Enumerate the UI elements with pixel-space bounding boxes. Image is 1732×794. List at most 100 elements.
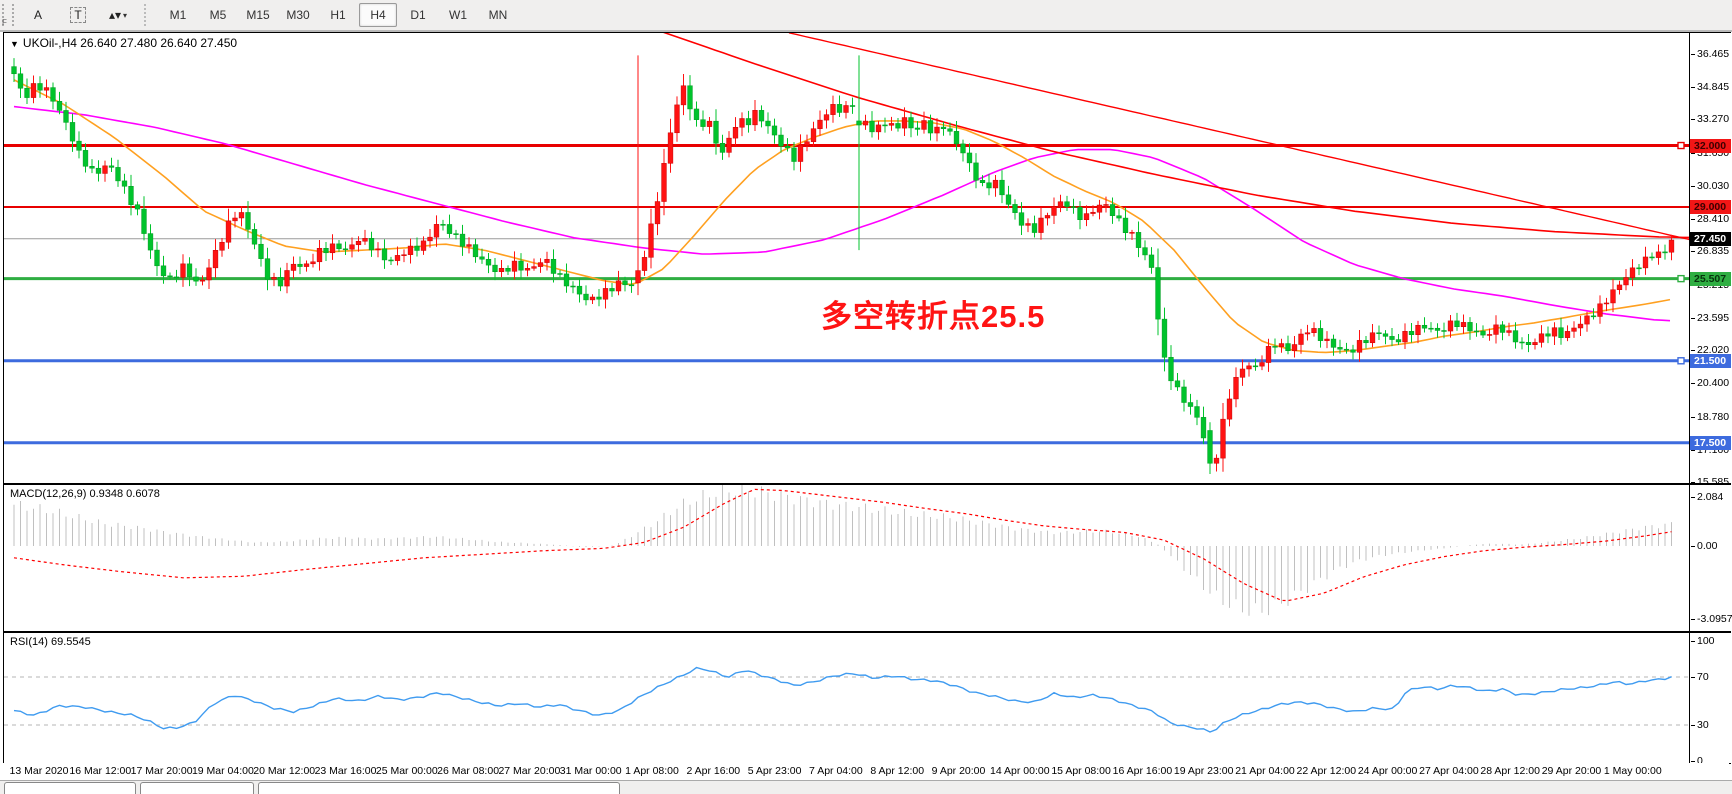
date-label: 13 Mar 2020: [9, 765, 69, 777]
price-tag-32.000: 32.000: [1690, 138, 1731, 153]
date-label: 14 Apr 00:00: [990, 765, 1050, 777]
candle-body: [1623, 277, 1629, 286]
timeframe-button-h1[interactable]: H1: [330, 8, 346, 22]
indicator-arrows-icon: ▴▾: [108, 8, 122, 22]
timeframe-button-m5[interactable]: M5: [209, 8, 227, 22]
candle-body: [1343, 348, 1350, 351]
candle-body: [206, 267, 212, 281]
candle-body: [1272, 346, 1278, 348]
candle-body: [862, 120, 869, 126]
timeframe-button-mn[interactable]: MN: [488, 8, 508, 22]
candle-body: [37, 83, 43, 91]
candle-body: [1200, 417, 1207, 439]
candle-body: [394, 255, 401, 261]
chart-tab[interactable]: [4, 782, 136, 794]
candle-body: [297, 263, 303, 267]
price-axis[interactable]: 36.465 34.845 33.270 31.650 30.030 28.410 26.8…: [1689, 33, 1731, 488]
candle-body: [1220, 418, 1226, 459]
candle-body: [791, 147, 797, 162]
candle-body: [823, 114, 830, 121]
date-label: 8 Apr 12:00: [870, 765, 925, 777]
candle-body: [271, 277, 277, 280]
candle-body: [1512, 330, 1519, 343]
candle-body: [583, 293, 589, 301]
date-label: 22 Apr 12:00: [1296, 765, 1357, 777]
candle-body: [1610, 289, 1616, 304]
candle-body: [986, 182, 992, 189]
candle-body: [1571, 327, 1577, 332]
date-label: 16 Mar 12:00: [69, 765, 132, 777]
macd-canvas[interactable]: [4, 485, 1689, 629]
macd-axis[interactable]: 2.084 0.00 -3.0957: [1689, 485, 1732, 631]
timeframe-button-m1[interactable]: M1: [169, 8, 187, 22]
rsi-tick: 30: [1691, 719, 1709, 731]
date-axis[interactable]: 13 Mar 2020 16 Mar 12:00 17 Mar 20:00 19 Ma…: [3, 763, 1729, 779]
date-label: 15 Apr 08:00: [1051, 765, 1111, 777]
hline-handle[interactable]: [1677, 274, 1685, 283]
cursor-tool-icon[interactable]: A: [33, 8, 42, 22]
candle-body: [1174, 380, 1181, 388]
price-tag-17.500: 17.500: [1690, 435, 1731, 450]
timeframe-button-d1[interactable]: D1: [410, 8, 426, 22]
timeframe-button-m30[interactable]: M30: [286, 8, 310, 22]
rsi-axis[interactable]: 100 70 30 0: [1689, 633, 1731, 767]
candle-body: [849, 105, 856, 107]
candle-body: [1181, 386, 1187, 403]
date-label: 24 Apr 00:00: [1357, 765, 1418, 777]
candle-body: [752, 110, 758, 126]
candle-body: [687, 85, 693, 110]
candle-body: [472, 244, 479, 258]
candle-body: [544, 258, 550, 263]
candle-body: [1129, 232, 1135, 234]
date-label: 23 Mar 16:00: [314, 765, 377, 777]
candle-body: [1616, 284, 1623, 290]
indicators-icon[interactable]: ▴▾ ▾: [99, 3, 137, 27]
candle-body: [1187, 402, 1194, 407]
timeframe-button-m15[interactable]: M15: [246, 8, 270, 22]
hline-handle[interactable]: [1677, 357, 1685, 365]
candle-body: [1155, 267, 1161, 320]
main-chart-canvas[interactable]: [4, 33, 1689, 481]
candle-body: [1441, 330, 1447, 332]
candle-body: [108, 165, 115, 168]
candle-body: [316, 248, 323, 263]
candle-body: [1135, 232, 1142, 248]
candle-body: [76, 140, 82, 151]
price-tick: 20.400: [1690, 377, 1730, 390]
candle-body: [63, 110, 69, 123]
chart-tab[interactable]: [258, 782, 620, 794]
candle-body: [1454, 320, 1460, 328]
candle-body: [895, 123, 901, 129]
rsi-canvas[interactable]: [4, 633, 1689, 761]
candle-body: [453, 233, 459, 235]
symbol-dropdown-icon[interactable]: ▼: [10, 39, 19, 49]
price-tick: 22.020: [1690, 344, 1730, 357]
timeframe-button-h4[interactable]: H4: [359, 3, 397, 27]
candle-body: [498, 268, 505, 272]
timeframe-button-w1[interactable]: W1: [449, 8, 467, 22]
candle-body: [232, 217, 238, 222]
price-tick: 36.465: [1690, 48, 1730, 60]
candle-body: [329, 243, 336, 254]
candle-body: [1207, 430, 1213, 464]
candle-body: [966, 152, 973, 164]
toolbar-drag-handle[interactable]: [2, 4, 14, 26]
macd-histogram: [13, 485, 1672, 616]
text-tool-icon[interactable]: T: [59, 3, 97, 27]
candle-body: [869, 120, 875, 133]
candle-body: [927, 120, 934, 134]
candle-body: [1564, 331, 1571, 338]
price-tag-29.000: 29.000: [1690, 200, 1731, 215]
candle-body: [570, 285, 576, 288]
candle-body: [173, 276, 180, 279]
date-label: 27 Mar 20:00: [498, 765, 561, 777]
candle-body: [1226, 398, 1233, 420]
chart-tab[interactable]: [140, 782, 254, 794]
candle-body: [921, 120, 927, 130]
hline-handle[interactable]: [1677, 141, 1685, 150]
candle-body: [830, 104, 836, 115]
candle-body: [1655, 251, 1662, 258]
price-tick: 28.410: [1690, 213, 1730, 226]
candle-body: [674, 104, 680, 134]
candle-body: [518, 260, 524, 271]
